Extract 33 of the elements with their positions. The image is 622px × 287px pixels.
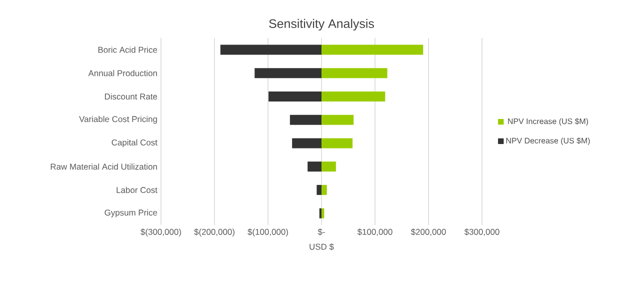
- bar: [322, 44, 424, 55]
- bar: [322, 91, 386, 102]
- bar: [316, 184, 322, 195]
- y-tick-label: Variable Cost Pricing: [79, 116, 157, 124]
- y-tick-label: Boric Acid Price: [98, 46, 158, 53]
- bar: [254, 68, 322, 78]
- x-tick-label: $(200,000): [194, 228, 234, 237]
- y-tick-label: Raw Material Acid Utilization: [50, 163, 157, 170]
- bar: [220, 44, 322, 55]
- x-axis-title: USD $: [310, 243, 334, 250]
- y-tick-label: Discount Rate: [104, 93, 158, 100]
- x-tick-label: $-: [318, 228, 325, 236]
- x-tick-label: $(100,000): [248, 228, 288, 237]
- bar: [322, 138, 353, 148]
- bar: [322, 162, 336, 172]
- bar: [322, 184, 327, 195]
- bar: [308, 162, 322, 172]
- bar: [290, 114, 322, 125]
- x-tick-label: $300,000: [464, 228, 500, 236]
- y-tick-label: Annual Production: [88, 70, 157, 76]
- x-tick-label: $(300,000): [140, 228, 181, 237]
- bar: [322, 68, 388, 78]
- bar: [322, 114, 354, 125]
- y-tick-label: Labor Cost: [116, 186, 158, 194]
- chart-title: Sensitivity Analysis: [269, 18, 374, 30]
- bar: [322, 208, 324, 218]
- bar: [292, 138, 322, 148]
- y-tick-label: Capital Cost: [112, 139, 158, 148]
- x-tick-label: $200,000: [410, 228, 446, 236]
- x-tick-label: $100,000: [357, 228, 392, 236]
- y-tick-label: Gypsum Price: [104, 209, 158, 218]
- bar: [319, 208, 322, 218]
- bar: [268, 91, 322, 102]
